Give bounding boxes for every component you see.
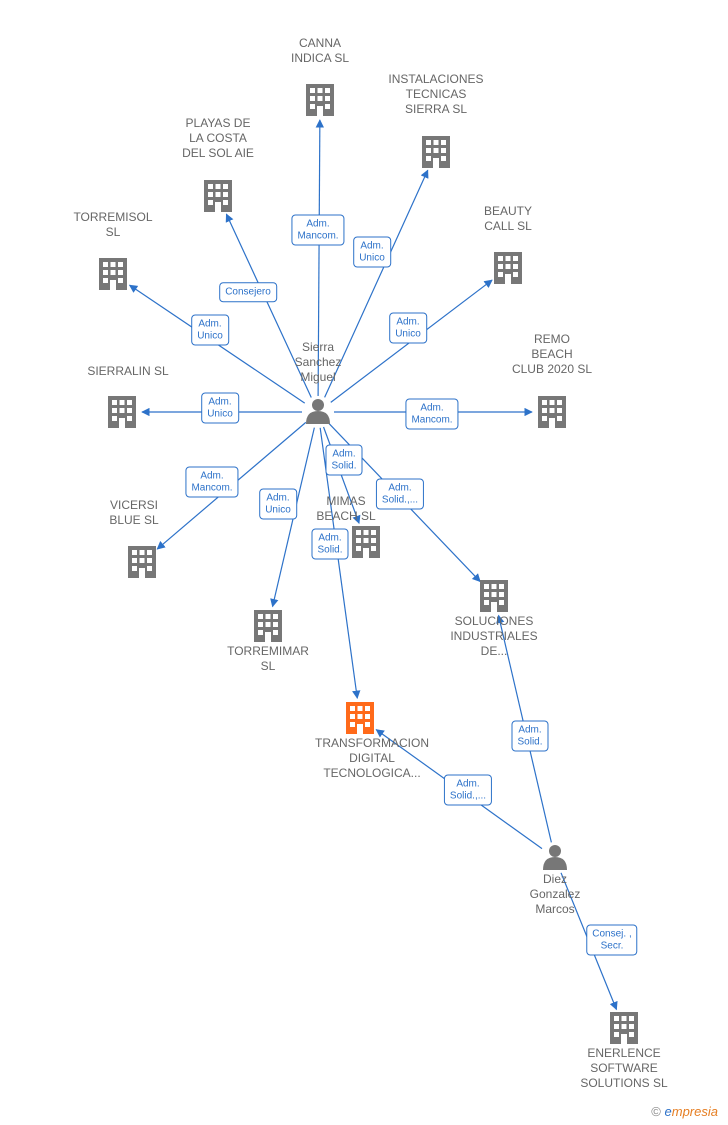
edge-label: Consej. , Secr. (586, 925, 637, 956)
edge-label: Adm. Unico (389, 313, 427, 344)
building-icon[interactable] (480, 580, 508, 612)
building-icon[interactable] (352, 526, 380, 558)
edge-label: Consejero (219, 282, 277, 302)
edge-label: Adm. Unico (191, 315, 229, 346)
node-label: REMO BEACH CLUB 2020 SL (512, 332, 592, 377)
node-label: BEAUTY CALL SL (484, 204, 532, 234)
node-label: VICERSI BLUE SL (109, 498, 158, 528)
edge-label: Adm. Solid.,... (444, 775, 492, 806)
edge-label: Adm. Unico (201, 393, 239, 424)
building-icon[interactable] (204, 180, 232, 212)
edge-label: Adm. Mancom. (291, 215, 344, 246)
building-icon[interactable] (610, 1012, 638, 1044)
node-label: PLAYAS DE LA COSTA DEL SOL AIE (182, 116, 254, 161)
node-label: ENERLENCE SOFTWARE SOLUTIONS SL (580, 1046, 667, 1091)
building-icon[interactable] (108, 396, 136, 428)
building-icon[interactable] (99, 258, 127, 290)
node-label: SIERRALIN SL (87, 364, 168, 379)
building-icon[interactable] (494, 252, 522, 284)
edge-label: Adm. Unico (353, 237, 391, 268)
building-icon[interactable] (306, 84, 334, 116)
node-label: SOLUCIONES INDUSTRIALES DE... (450, 614, 537, 659)
building-icon[interactable] (538, 396, 566, 428)
node-label: MIMAS BEACH SL (316, 494, 375, 524)
network-diagram (0, 0, 728, 1125)
brand-name: mpresia (672, 1104, 718, 1119)
edge-label: Adm. Solid. (325, 445, 362, 476)
node-label: CANNA INDICA SL (291, 36, 349, 66)
node-label: Sierra Sanchez Miguel (295, 340, 342, 385)
building-icon[interactable] (422, 136, 450, 168)
brand-first-letter: e (665, 1104, 672, 1119)
copyright-symbol: © (651, 1104, 661, 1119)
edge-label: Adm. Solid. (311, 529, 348, 560)
node-label: Diez Gonzalez Marcos (530, 872, 581, 917)
node-label: INSTALACIONES TECNICAS SIERRA SL (388, 72, 483, 117)
attribution-footer: © empresia (651, 1104, 718, 1119)
edge-label: Adm. Mancom. (405, 399, 458, 430)
node-label: TORREMISOL SL (73, 210, 152, 240)
edge-label: Adm. Solid. (511, 721, 548, 752)
edge-label: Adm. Solid.,... (376, 479, 424, 510)
building-icon[interactable] (254, 610, 282, 642)
node-label: TRANSFORMACION DIGITAL TECNOLOGICA... (315, 736, 429, 781)
person-icon[interactable] (306, 399, 330, 424)
edge-label: Adm. Unico (259, 489, 297, 520)
node-label: TORREMIMAR SL (227, 644, 309, 674)
person-icon[interactable] (543, 845, 567, 870)
building-icon[interactable] (346, 702, 374, 734)
edge-label: Adm. Mancom. (185, 467, 238, 498)
building-icon[interactable] (128, 546, 156, 578)
